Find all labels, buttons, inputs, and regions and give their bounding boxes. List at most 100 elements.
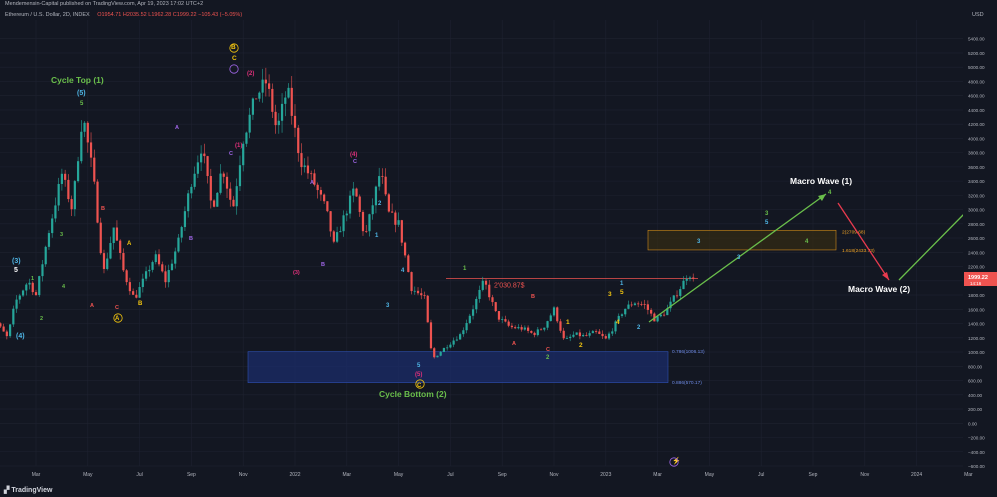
candle-body <box>484 280 488 285</box>
wave-label: (2) <box>247 71 254 77</box>
candle-body <box>209 176 212 201</box>
wave-label: (4) <box>350 152 357 158</box>
candle-body <box>21 290 25 296</box>
candle-body <box>682 280 685 290</box>
candle-body <box>245 132 248 144</box>
y-tick-label: 1400.00 <box>968 322 985 327</box>
y-tick-label: 600.00 <box>968 379 982 384</box>
macro-wave-1-label: Macro Wave (1) <box>790 176 852 186</box>
candle-body <box>672 295 675 302</box>
wave-label: 5 <box>80 101 84 107</box>
x-tick-label: May <box>394 472 404 478</box>
wave-circle-marker <box>669 457 679 467</box>
candle-body <box>135 294 138 298</box>
candle-body <box>355 188 358 197</box>
x-tick-label: Jul <box>758 472 764 478</box>
candle-body <box>452 340 455 345</box>
candle-body <box>251 98 255 115</box>
candle-body <box>264 79 267 84</box>
y-tick-label: 0.00 <box>968 421 977 426</box>
candle-body <box>481 280 484 290</box>
candle-body <box>455 339 458 341</box>
macro-down-arrowhead <box>882 272 889 280</box>
wave-label: 5 <box>765 220 769 226</box>
candle-body <box>342 215 345 232</box>
y-tick-label: 400.00 <box>968 393 982 398</box>
candles <box>0 67 695 359</box>
candle-body <box>196 162 199 174</box>
candle-body <box>604 336 607 339</box>
candle-body <box>559 321 562 331</box>
candle-body <box>504 319 507 322</box>
candle-body <box>494 302 497 312</box>
wave-label: 4 <box>62 284 66 290</box>
candle-body <box>141 278 144 288</box>
x-axis: Mar May Jul Sep Nov 2022 Mar May Jul Sep Nov 2023 Ma… <box>32 472 973 478</box>
candle-body <box>112 227 115 244</box>
candle-body <box>38 276 41 296</box>
x-tick-label: Nov <box>239 472 248 478</box>
candle-body <box>407 255 410 273</box>
y-tick-label: −200.00 <box>968 436 985 441</box>
x-tick-label: Sep <box>498 472 507 478</box>
candle-body <box>300 153 303 168</box>
y-tick-label: 1600.00 <box>968 307 985 312</box>
candle-body <box>177 237 180 252</box>
last-price-label: 1999.22 <box>968 275 988 281</box>
candle-body <box>549 315 552 322</box>
candle-body <box>692 277 695 279</box>
candle-body <box>572 334 575 337</box>
candle-body <box>543 327 546 330</box>
wave-label: 2 <box>637 325 641 331</box>
candle-body <box>627 304 630 309</box>
candle-body <box>675 295 679 297</box>
macro-wave-2-label: Macro Wave (2) <box>848 284 910 294</box>
candle-body <box>643 304 646 305</box>
x-tick-label: May <box>83 472 93 478</box>
candle-body <box>358 196 361 212</box>
x-tick-label: Mar <box>342 472 351 478</box>
candle-body <box>471 309 475 316</box>
candle-body <box>200 153 203 163</box>
candle-body <box>109 243 112 259</box>
wave-label: B <box>138 301 143 307</box>
macro-up-arrowhead <box>818 194 826 201</box>
wave-label: B <box>189 236 193 242</box>
macro-up-line-2 <box>898 211 967 281</box>
wave-circle-marker <box>229 64 239 74</box>
tradingview-logo: ▞ TradingView <box>4 486 52 494</box>
y-tick-label: 4600.00 <box>968 94 985 99</box>
y-tick-label: 3400.00 <box>968 179 985 184</box>
symbol-name: Ethereum / U.S. Dollar, 2D, INDEX <box>5 12 90 18</box>
candle-body <box>614 321 617 332</box>
candle-body <box>556 307 559 322</box>
candle-body <box>225 176 229 189</box>
wave-label: B <box>321 262 325 268</box>
wave-circle-marker <box>415 379 425 389</box>
wave-label: 2 <box>40 316 43 322</box>
x-tick-label: Mar <box>964 472 973 478</box>
candle-body <box>617 315 620 322</box>
y-axis-unit: USD <box>972 12 984 18</box>
candle-body <box>403 242 407 256</box>
candle-body <box>562 330 565 339</box>
candle-body <box>235 186 238 207</box>
candle-body <box>410 272 413 292</box>
wave-label: 2 <box>579 342 583 349</box>
candle-body <box>193 173 196 187</box>
candle-body <box>15 299 18 309</box>
tradingview-icon: ▞ <box>4 487 12 494</box>
candle-body <box>89 142 93 158</box>
candle-body <box>51 218 54 234</box>
y-tick-label: −400.00 <box>968 450 985 455</box>
candle-body <box>261 79 264 93</box>
wave-label: 4 <box>616 319 620 326</box>
candle-body <box>5 331 8 337</box>
candle-body <box>387 194 390 212</box>
candle-body <box>468 315 471 324</box>
candle-body <box>60 173 63 184</box>
candle-body <box>620 314 624 316</box>
candle-body <box>319 190 322 195</box>
candle-body <box>76 161 80 182</box>
